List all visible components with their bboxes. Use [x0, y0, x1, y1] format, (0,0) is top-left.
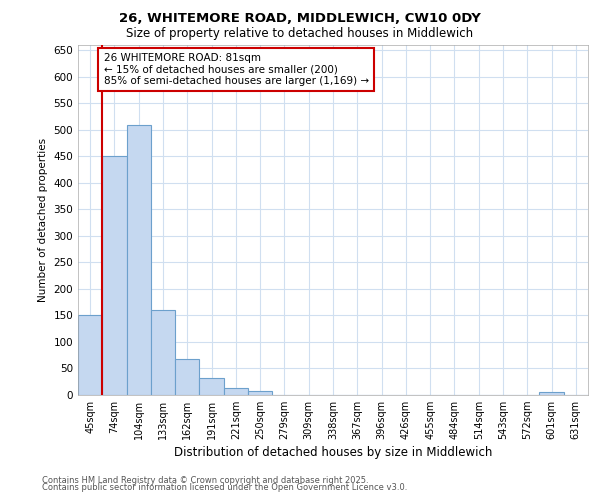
Bar — [102, 156, 127, 395]
Bar — [539, 392, 564, 395]
Text: Contains public sector information licensed under the Open Government Licence v3: Contains public sector information licen… — [42, 484, 407, 492]
Bar — [199, 378, 224, 395]
X-axis label: Distribution of detached houses by size in Middlewich: Distribution of detached houses by size … — [174, 446, 492, 460]
Bar — [224, 388, 248, 395]
Bar — [78, 316, 102, 395]
Text: 26 WHITEMORE ROAD: 81sqm
← 15% of detached houses are smaller (200)
85% of semi-: 26 WHITEMORE ROAD: 81sqm ← 15% of detach… — [104, 53, 368, 86]
Text: Contains HM Land Registry data © Crown copyright and database right 2025.: Contains HM Land Registry data © Crown c… — [42, 476, 368, 485]
Bar — [127, 124, 151, 395]
Y-axis label: Number of detached properties: Number of detached properties — [38, 138, 48, 302]
Bar — [175, 359, 199, 395]
Text: Size of property relative to detached houses in Middlewich: Size of property relative to detached ho… — [127, 28, 473, 40]
Bar — [151, 310, 175, 395]
Text: 26, WHITEMORE ROAD, MIDDLEWICH, CW10 0DY: 26, WHITEMORE ROAD, MIDDLEWICH, CW10 0DY — [119, 12, 481, 26]
Bar — [248, 391, 272, 395]
